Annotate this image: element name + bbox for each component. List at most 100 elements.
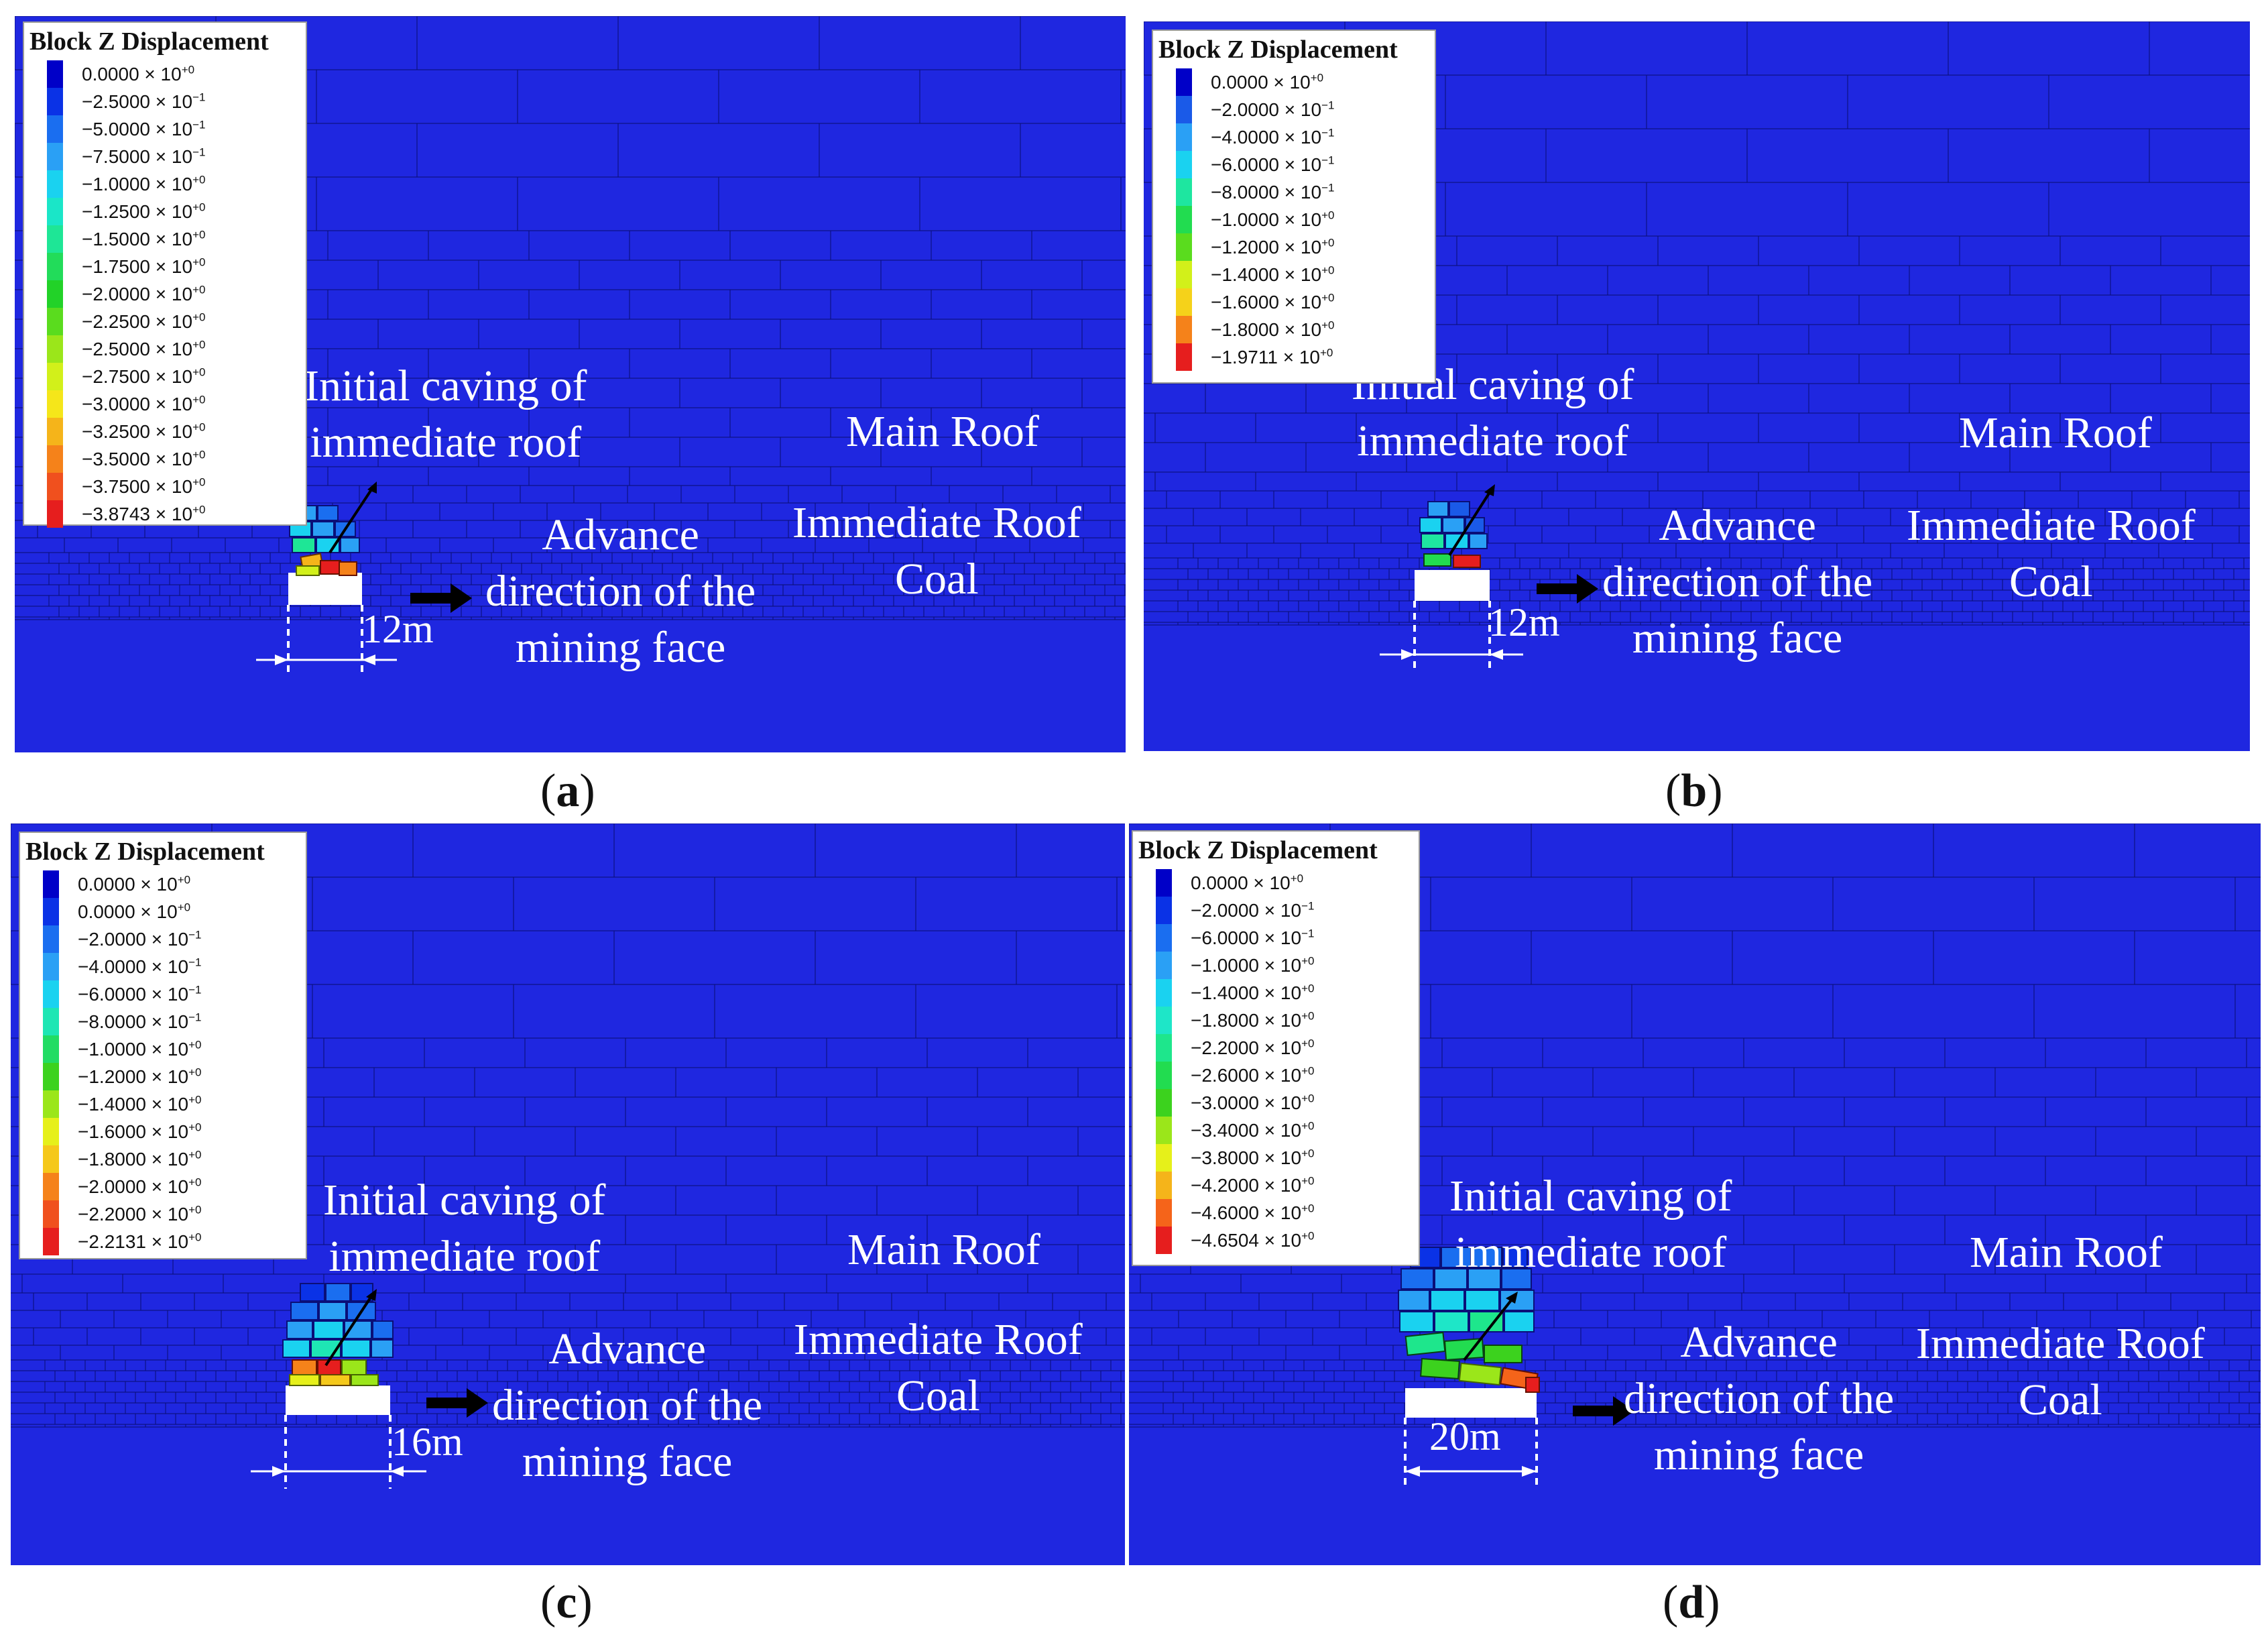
caption-b: (b) <box>1665 765 1723 817</box>
legend-color-swatch <box>43 898 59 925</box>
main-roof-label: Main Roof <box>847 1225 1040 1274</box>
legend-value: −2.0000 × 10+0 <box>82 283 206 304</box>
legend-value: −2.0000 × 10−1 <box>78 928 202 950</box>
advance-label-line1: Advance <box>542 510 699 559</box>
legend-color-swatch <box>1176 96 1192 123</box>
advance-label-line1: Advance <box>1659 501 1816 550</box>
legend-color-swatch <box>1156 1062 1172 1089</box>
caving-pointer-line <box>1463 1296 1515 1361</box>
caving-label-line2: immediate roof <box>310 418 582 467</box>
legend-value: 0.0000 × 10+0 <box>78 901 191 922</box>
legend-color-swatch <box>43 1035 59 1063</box>
legend-color-swatch <box>47 308 63 335</box>
legend-value: −2.0000 × 10−1 <box>1211 99 1335 120</box>
mined-opening <box>286 1385 390 1415</box>
legend-value: −2.0000 × 10−1 <box>1191 899 1315 921</box>
advance-label-line2: direction of the <box>1624 1374 1895 1423</box>
caving-pointer-head <box>367 481 377 494</box>
dimension-arrow-left <box>272 1466 286 1477</box>
coal-label: Coal <box>2019 1375 2102 1424</box>
legend-color-swatch <box>1176 123 1192 151</box>
legend-color-swatch <box>43 980 59 1008</box>
legend-value: −1.2000 × 10+0 <box>1211 236 1335 258</box>
coal-label: Coal <box>895 555 979 604</box>
caving-label: Initial caving of immediate roof <box>323 1172 606 1285</box>
legend-value: 0.0000 × 10+0 <box>78 873 191 895</box>
caving-label-line1: Initial caving of <box>304 361 587 410</box>
legend-color-swatch <box>1156 1172 1172 1199</box>
dimension-label: 12m <box>1488 600 1560 644</box>
legend-color-swatch <box>43 870 59 898</box>
caved-block-group <box>289 505 360 576</box>
legend-color-swatch <box>1176 343 1192 371</box>
legend-color-swatch <box>1156 1199 1172 1227</box>
legend-value: 0.0000 × 10+0 <box>1191 872 1304 893</box>
caving-pointer-line <box>329 484 375 554</box>
legend-value: −2.2000 × 10+0 <box>78 1203 202 1225</box>
advance-arrow-icon <box>410 583 472 613</box>
legend-color-swatch <box>47 335 63 363</box>
caving-pointer-head <box>366 1289 377 1301</box>
legend-title: Block Z Displacement <box>1158 36 1398 64</box>
legend-color-swatch <box>47 143 63 170</box>
legend-color-swatch <box>47 88 63 115</box>
advance-label-line3: mining face <box>515 623 726 672</box>
legend-value: −1.2500 × 10+0 <box>82 201 206 222</box>
caving-label: Initial caving of immediate roof <box>1352 357 1634 469</box>
legend-color-swatch <box>1156 1089 1172 1117</box>
legend-title: Block Z Displacement <box>1138 836 1378 864</box>
immediate-roof-label: Immediate Roof Coal <box>792 495 1081 608</box>
dimension-label: 12m <box>362 607 434 651</box>
legend-value: −2.6000 × 10+0 <box>1191 1064 1315 1086</box>
model-panel-a: Initial caving of immediate roof Main Roo… <box>15 16 1126 752</box>
advance-label-line1: Advance <box>548 1324 706 1373</box>
caving-pointer-line <box>324 1293 374 1367</box>
advance-label-line1: Advance <box>1680 1318 1838 1367</box>
legend-value: −2.2500 × 10+0 <box>82 310 206 332</box>
legend-value: −1.9711 × 10+0 <box>1211 346 1333 367</box>
legend: Block Z Displacement 0.0000 × 10+0 0.0000… <box>19 832 307 1259</box>
legend-value: −2.5000 × 10+0 <box>82 338 206 359</box>
caving-label-line1: Initial caving of <box>323 1176 606 1225</box>
advance-label-line3: mining face <box>522 1437 733 1486</box>
legend-value: −8.0000 × 10−1 <box>1211 181 1335 203</box>
model-panel-d: Initial caving of immediate roof Main Roo… <box>1129 824 2261 1565</box>
legend-value: −2.2131 × 10+0 <box>78 1231 202 1252</box>
caving-label-line2: immediate roof <box>1455 1228 1727 1277</box>
coal-label: Coal <box>2009 557 2093 606</box>
legend-color-swatch <box>43 1090 59 1118</box>
dimension-label: 20m <box>1429 1414 1501 1459</box>
advance-label: Advance direction of the mining face <box>1624 1314 1894 1483</box>
caving-label-line2: immediate roof <box>329 1232 601 1281</box>
caving-label-line2: immediate roof <box>1357 416 1629 465</box>
legend-color-swatch <box>1156 1144 1172 1172</box>
legend-color-swatch <box>1176 261 1192 288</box>
legend-value: −3.8743 × 10+0 <box>82 503 206 524</box>
legend-value: −3.0000 × 10+0 <box>82 393 206 414</box>
legend-color-swatch <box>1156 1007 1172 1034</box>
legend-value: −2.5000 × 10−1 <box>82 91 206 112</box>
coal-label: Coal <box>896 1371 980 1420</box>
legend-color-swatch <box>47 445 63 473</box>
legend-color-swatch <box>1176 288 1192 316</box>
legend-color-swatch <box>43 953 59 980</box>
advance-label-line3: mining face <box>1653 1430 1864 1479</box>
caved-blocks <box>1380 484 1598 672</box>
immediate-roof-text: Immediate Roof <box>1907 501 2196 550</box>
main-roof-label: Main Roof <box>1970 1228 2163 1277</box>
model-panel-b: Initial caving of immediate roof Main Roo… <box>1144 21 2250 751</box>
legend-color-swatch <box>1176 233 1192 261</box>
legend-title: Block Z Displacement <box>25 838 265 866</box>
legend-value: −1.4000 × 10+0 <box>1211 264 1335 285</box>
caved-block-group <box>282 1283 394 1386</box>
legend-color-swatch <box>43 1173 59 1200</box>
legend-color-swatch <box>1156 1227 1172 1254</box>
mined-opening <box>288 573 362 605</box>
legend-color-swatch <box>43 925 59 953</box>
legend-value: −1.0000 × 10+0 <box>1191 954 1315 976</box>
caving-pointer-line <box>1448 487 1494 557</box>
dimension-arrow-left <box>275 655 288 665</box>
legend-value: −1.2000 × 10+0 <box>78 1066 202 1087</box>
legend-color-swatch <box>47 253 63 280</box>
caving-pointer-head <box>1506 1292 1518 1304</box>
